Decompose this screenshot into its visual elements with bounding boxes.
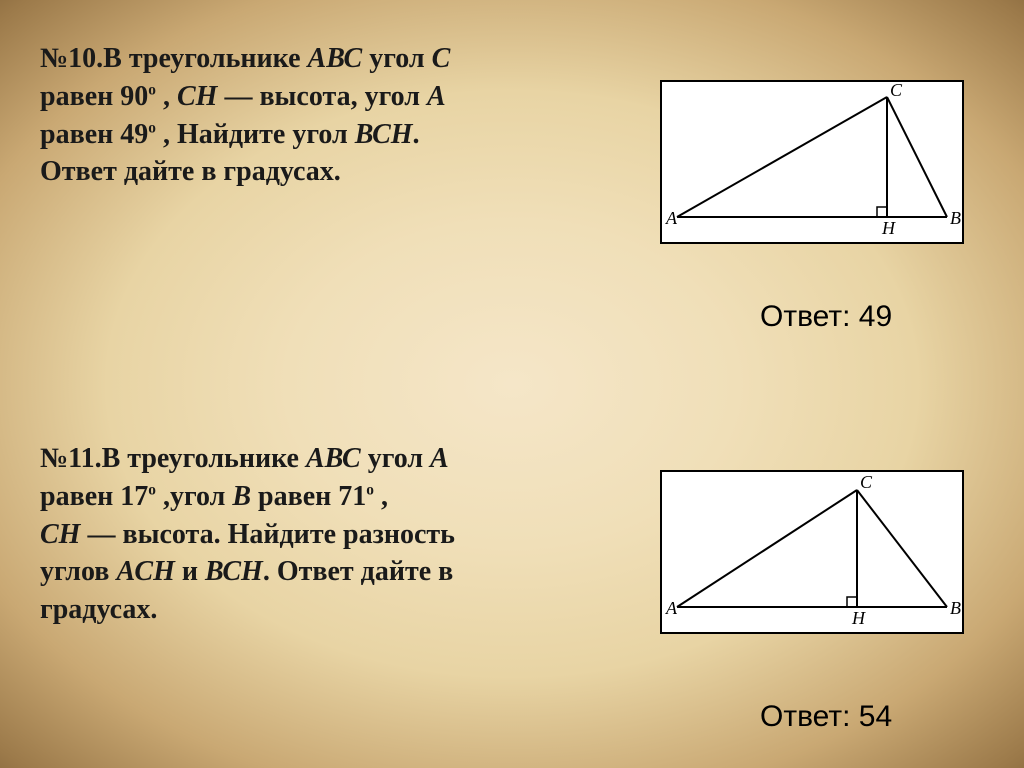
svg-text:B: B [950,598,961,618]
problem-10-figure: A B C H [660,80,964,244]
triangle-11-svg: A B C H [662,472,962,632]
p11-line3: СН — высота. Найдите разность [40,516,610,554]
p11-line4: углов АСН и ВСН. Ответ дайте в [40,553,610,591]
answer-value: 54 [859,700,892,733]
svg-text:A: A [665,208,678,228]
problem-11-figure: A B C H [660,470,964,634]
answer-label: Ответ: [760,300,850,333]
svg-text:H: H [851,608,866,628]
svg-text:H: H [881,218,896,238]
answer-value: 49 [859,300,892,333]
p11-line2: равен 17о ,угол В равен 71о , [40,478,610,516]
svg-text:B: B [950,208,961,228]
svg-text:C: C [890,82,903,100]
p11-line5: градусах. [40,591,610,629]
problem-10-text: №10.В треугольнике АВС угол С равен 90о … [40,40,600,191]
svg-text:C: C [860,472,873,492]
problem-10-answer: Ответ: 49 [760,300,892,334]
svg-text:A: A [665,598,678,618]
p10-line2: равен 90о , СН — высота, угол А [40,78,600,116]
p11-line1: №11.В треугольнике АВС угол А [40,440,610,478]
problem-11-answer: Ответ: 54 [760,700,892,734]
p10-line1: №10.В треугольнике АВС угол С [40,40,600,78]
answer-label: Ответ: [760,700,850,733]
slide: №10.В треугольнике АВС угол С равен 90о … [0,0,1024,768]
p10-line3: равен 49о , Найдите угол ВСН. [40,116,600,154]
triangle-10-svg: A B C H [662,82,962,242]
p10-line4: Ответ дайте в градусах. [40,153,600,191]
problem-11-text: №11.В треугольнике АВС угол А равен 17о … [40,440,610,629]
